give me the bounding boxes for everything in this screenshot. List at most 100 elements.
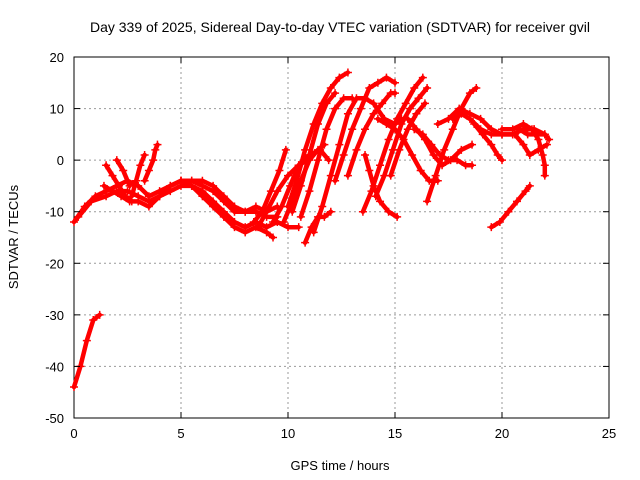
- data-point: [403, 114, 412, 123]
- data-point: [369, 109, 378, 118]
- data-point: [423, 83, 432, 92]
- data-point: [538, 150, 547, 159]
- data-point: [136, 161, 145, 170]
- data-point: [352, 94, 361, 103]
- data-point: [132, 176, 141, 185]
- data-point: [427, 140, 436, 149]
- data-point: [418, 73, 427, 82]
- data-point: [119, 166, 128, 175]
- data-point: [532, 130, 541, 139]
- data-point: [198, 192, 207, 201]
- data-point: [412, 109, 421, 118]
- data-point: [373, 78, 382, 87]
- series-line: [178, 178, 276, 240]
- data-point: [487, 130, 496, 139]
- series-sat-34: [510, 130, 551, 159]
- data-point: [99, 181, 108, 190]
- series-sat-01: [70, 310, 104, 392]
- data-point: [144, 166, 153, 175]
- data-point: [275, 166, 284, 175]
- data-point: [305, 187, 314, 196]
- y-tick-label: 0: [57, 153, 64, 168]
- series-line: [412, 126, 475, 168]
- data-point: [369, 99, 378, 108]
- data-point: [410, 83, 419, 92]
- data-point: [249, 218, 258, 227]
- data-point: [284, 223, 292, 232]
- data-point: [440, 145, 449, 154]
- data-point: [187, 181, 196, 190]
- data-point: [241, 207, 250, 216]
- data-point: [151, 145, 160, 154]
- series-sat-20: [343, 89, 399, 180]
- data-point: [324, 156, 333, 165]
- data-point: [510, 130, 519, 139]
- data-point: [292, 176, 301, 185]
- data-point: [534, 135, 543, 144]
- data-point: [410, 125, 419, 134]
- data-point: [378, 99, 387, 108]
- data-point: [405, 104, 414, 113]
- data-point: [155, 192, 164, 201]
- data-point: [408, 150, 417, 159]
- data-point: [393, 212, 402, 221]
- data-point: [525, 150, 534, 159]
- series-sat-28: [423, 83, 481, 206]
- data-point: [331, 89, 340, 98]
- data-point: [453, 156, 462, 165]
- data-point: [241, 228, 250, 237]
- data-point: [269, 218, 278, 227]
- data-point: [331, 104, 340, 113]
- series-sat-07: [127, 150, 149, 201]
- data-point: [512, 197, 521, 206]
- data-point: [487, 140, 496, 149]
- data-point: [288, 207, 297, 216]
- data-point: [296, 181, 305, 190]
- data-point: [420, 99, 429, 108]
- series-sat-25: [386, 99, 429, 180]
- data-point: [219, 197, 228, 206]
- data-point: [393, 114, 402, 123]
- y-tick-label: -40: [45, 359, 64, 374]
- data-point: [331, 176, 340, 185]
- data-point: [493, 150, 502, 159]
- data-point: [384, 207, 393, 216]
- y-tick-label: -50: [45, 411, 64, 426]
- data-point: [391, 89, 399, 98]
- data-point: [523, 130, 532, 139]
- data-point: [504, 207, 513, 216]
- data-point: [127, 192, 136, 201]
- data-point: [391, 125, 399, 134]
- data-point: [476, 114, 485, 123]
- series-line: [489, 183, 533, 230]
- data-point: [254, 223, 263, 232]
- data-point: [414, 94, 423, 103]
- series-sat-19: [331, 73, 399, 185]
- data-point: [335, 140, 344, 149]
- data-point: [230, 223, 239, 232]
- data-point: [102, 161, 111, 170]
- series-sat-32: [487, 181, 534, 232]
- data-point: [343, 68, 352, 77]
- data-point: [318, 202, 327, 211]
- data-point: [358, 207, 367, 216]
- data-point: [108, 171, 117, 180]
- data-point: [376, 161, 385, 170]
- data-point: [352, 145, 361, 154]
- x-tick-label: 10: [281, 426, 295, 441]
- data-point: [108, 187, 117, 196]
- data-point: [361, 125, 370, 134]
- data-point: [455, 104, 464, 113]
- data-point: [468, 140, 477, 149]
- series-line: [285, 70, 351, 209]
- data-point: [495, 218, 504, 227]
- series-sat-27: [410, 125, 477, 170]
- data-point: [309, 228, 318, 237]
- data-point: [70, 383, 78, 392]
- data-point: [525, 181, 534, 190]
- data-point: [70, 218, 78, 227]
- data-point: [356, 104, 365, 113]
- data-point: [472, 83, 481, 92]
- data-point: [87, 197, 96, 206]
- data-point: [114, 181, 123, 190]
